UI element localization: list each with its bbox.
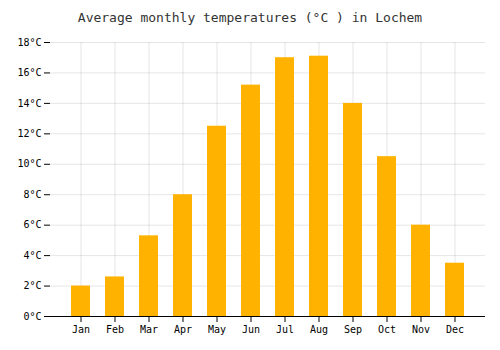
svg-text:18°C: 18°C xyxy=(17,37,41,48)
svg-text:Sep: Sep xyxy=(344,324,362,335)
svg-text:Jun: Jun xyxy=(242,324,260,335)
svg-text:2°C: 2°C xyxy=(23,280,41,291)
svg-text:12°C: 12°C xyxy=(17,128,41,139)
svg-text:0°C: 0°C xyxy=(23,311,41,322)
svg-text:Dec: Dec xyxy=(446,324,464,335)
svg-text:Oct: Oct xyxy=(378,324,396,335)
svg-text:10°C: 10°C xyxy=(17,158,41,169)
svg-text:Jul: Jul xyxy=(276,324,294,335)
svg-text:6°C: 6°C xyxy=(23,219,41,230)
svg-text:14°C: 14°C xyxy=(17,98,41,109)
svg-text:4°C: 4°C xyxy=(23,250,41,261)
svg-text:Mar: Mar xyxy=(140,324,158,335)
html-text:Average monthly temperatures (: Average monthly temperatures (°C ) in Lo… xyxy=(77,10,423,25)
svg-text:Nov: Nov xyxy=(412,324,430,335)
svg-text:Aug: Aug xyxy=(310,324,328,335)
svg-text:16°C: 16°C xyxy=(17,67,41,78)
svg-text:May: May xyxy=(208,324,226,335)
svg-text:Apr: Apr xyxy=(174,324,192,335)
svg-text:Feb: Feb xyxy=(106,324,124,335)
svg-text:Jan: Jan xyxy=(72,324,90,335)
svg-text:8°C: 8°C xyxy=(23,189,41,200)
